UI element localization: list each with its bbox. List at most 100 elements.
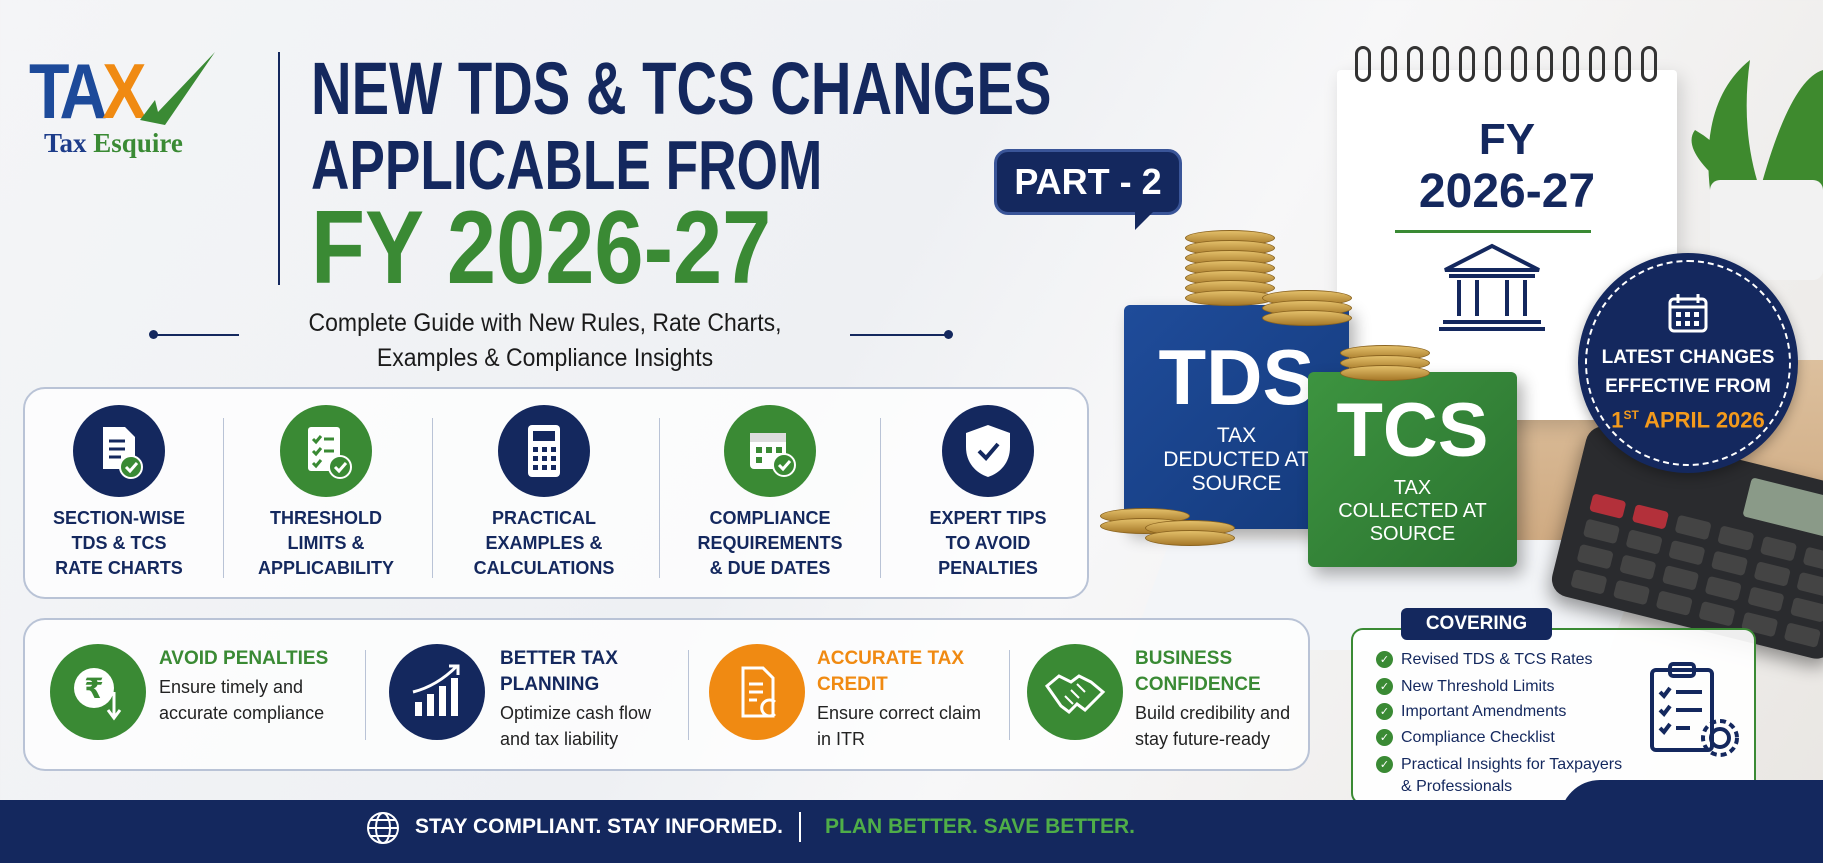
badge-line2: EFFECTIVE FROM (1605, 376, 1771, 398)
check-icon: ✓ (1376, 756, 1393, 773)
calculator-key (1612, 579, 1651, 606)
plant (1690, 40, 1823, 280)
headline-fy: FY 2026-27 (311, 190, 772, 306)
coin (1340, 365, 1430, 381)
covering-item-text: Compliance Checklist (1401, 729, 1555, 746)
covering-item-text: Important Amendments (1401, 703, 1567, 720)
feature-label: SECTION-WISE TDS & TCS RATE CHARTS (29, 506, 209, 581)
document-check-icon (103, 427, 143, 479)
tcs-title: TCS (1336, 388, 1489, 473)
benefit-divider (688, 650, 689, 740)
feature-icon-circle (724, 405, 816, 497)
covering-item: ✓ Compliance Checklist (1376, 727, 1626, 749)
calculator-key (1668, 539, 1706, 566)
spiral-ring (1511, 46, 1527, 82)
benefit-text: Ensure correct claim in ITR (817, 703, 982, 749)
benefit-title: AVOID PENALTIES (159, 648, 329, 669)
benefit-item: BETTER TAX PLANNING Optimize cash flow an… (500, 646, 675, 752)
covering-item-text: New Threshold Limits (1401, 678, 1555, 695)
benefit-icon-circle: ₹ (50, 644, 146, 740)
calculator-key (1582, 518, 1621, 545)
calculator-key (1631, 503, 1670, 530)
calculator-key (1698, 600, 1736, 627)
benefit-title: ACCURATE TAX CREDIT (817, 648, 965, 695)
benefit-divider (365, 650, 366, 740)
headline-line1: NEW TDS & TCS CHANGES (311, 47, 1052, 130)
benefit-icon-circle (709, 644, 805, 740)
benefit-item: ACCURATE TAX CREDIT Ensure correct claim … (817, 646, 992, 752)
calendar-check-icon (750, 433, 796, 477)
benefit-title: BETTER TAX PLANNING (500, 648, 618, 695)
covering-item-text: Practical Insights for Taxpayers & Profe… (1401, 756, 1623, 795)
decor-line (850, 334, 948, 336)
spiral-ring (1433, 46, 1449, 82)
calendar-icon (1668, 294, 1708, 333)
logo-mark: TAX (29, 47, 146, 135)
calculator-key (1759, 535, 1798, 562)
feature-label-line: REQUIREMENTS (697, 533, 843, 553)
logo-name-esquire: Esquire (93, 128, 183, 158)
calendar-year: 2026-27 (1418, 165, 1596, 218)
feature-label: COMPLIANCE REQUIREMENTS & DUE DATES (680, 506, 860, 581)
calendar-underline (1395, 230, 1591, 233)
decor-dot (149, 330, 158, 339)
spiral-ring (1485, 46, 1501, 82)
footer-tagline-right: PLAN BETTER. SAVE BETTER. (825, 815, 1135, 838)
headline-line2: APPLICABLE FROM (311, 126, 823, 204)
rupee-down-icon: ₹ (74, 668, 122, 721)
check-icon: ✓ (1376, 729, 1393, 746)
feature-label-line: PENALTIES (938, 558, 1038, 578)
spiral-ring (1563, 46, 1579, 82)
calculator-key (1789, 597, 1823, 623)
calculator-key (1753, 561, 1791, 587)
feature-label: PRACTICAL EXAMPLES & CALCULATIONS (454, 506, 634, 581)
covering-item-text: Revised TDS & TCS Rates (1401, 651, 1593, 668)
subtitle-line1: Complete Guide with New Rules, Rate Char… (308, 309, 782, 337)
benefit-title: BUSINESS CONFIDENCE (1135, 648, 1261, 695)
feature-label-line: EXAMPLES & (485, 533, 603, 553)
divider (278, 52, 280, 285)
tds-title: TDS (1158, 333, 1315, 421)
globe-icon (367, 812, 399, 844)
feature-icon-circle (73, 405, 165, 497)
calculator-key (1796, 571, 1823, 598)
badge-date-day: 1 (1611, 407, 1624, 433)
benefit-text: Ensure timely and accurate compliance (159, 677, 325, 723)
shield-check-icon (966, 425, 1010, 477)
decor-line (155, 334, 239, 336)
calculator-key (1589, 493, 1627, 520)
footer-tagline-left: STAY COMPLIANT. STAY INFORMED. (415, 815, 783, 838)
feature-divider (880, 418, 881, 578)
calculator-key (1783, 622, 1822, 648)
feature-icon-circle (280, 405, 372, 497)
calculator-icon (528, 425, 560, 477)
calculator-key (1655, 590, 1693, 617)
calculator-key (1619, 554, 1657, 581)
feature-divider (432, 418, 433, 578)
coin (1145, 530, 1235, 546)
feature-label-line: CALCULATIONS (473, 558, 615, 578)
tcs-subtitle: TAX COLLECTED AT SOURCE (1338, 477, 1487, 545)
feature-label-line: EXPERT TIPS (929, 508, 1047, 528)
feature-label-line: SECTION-WISE (52, 508, 185, 528)
logo-check-icon (140, 52, 215, 125)
benefit-icon-circle (389, 644, 485, 740)
benefit-icon-circle (1027, 644, 1123, 740)
feature-icon-circle (942, 405, 1034, 497)
benefit-item: BUSINESS CONFIDENCE Build credibility and… (1135, 646, 1310, 752)
clipboard-gear-icon (1650, 662, 1739, 757)
part-badge: PART - 2 (994, 149, 1182, 230)
benefit-text: Build credibility and stay future-ready (1135, 703, 1291, 749)
footer-bar (0, 800, 1823, 863)
spiral-ring (1589, 46, 1605, 82)
growth-chart-icon (412, 664, 460, 716)
coin (1262, 310, 1352, 326)
calculator-key (1576, 543, 1614, 570)
calculator-key (1625, 529, 1663, 555)
feature-divider (659, 418, 660, 578)
feature-label-line: RATE CHARTS (55, 558, 183, 578)
feature-icon-circle (498, 405, 590, 497)
document-icon (741, 666, 776, 718)
spiral-ring (1355, 46, 1371, 82)
spiral-ring (1641, 46, 1657, 82)
